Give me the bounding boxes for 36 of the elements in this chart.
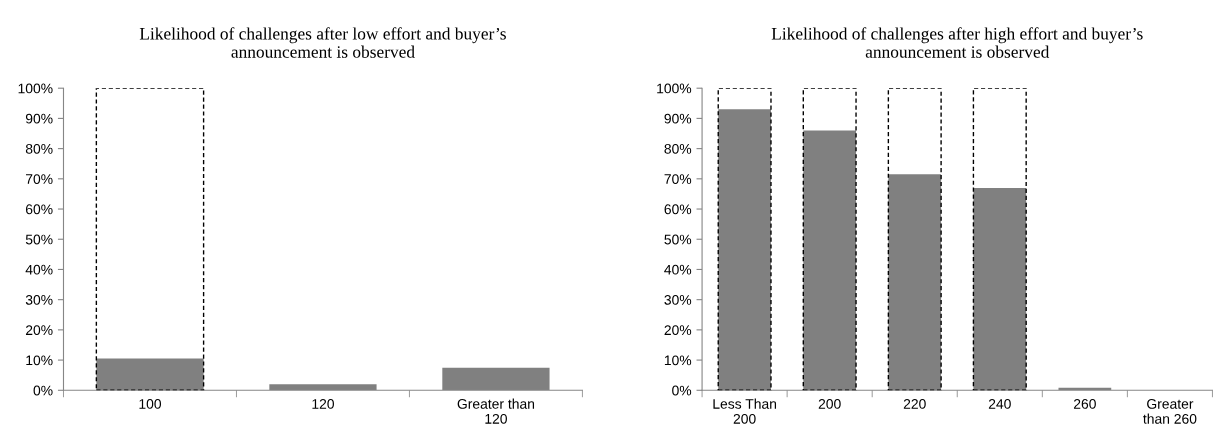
y-tick-label: 20% — [664, 325, 692, 336]
bar — [887, 88, 942, 391]
x-tick-label: 120 — [312, 398, 334, 409]
chart-title: Likelihood of challenges after low effort and buyer’s announcement is observed — [139, 27, 506, 58]
y-tick-label: 70% — [25, 174, 53, 184]
y-tick-label: 10% — [664, 355, 692, 366]
y-tick-label: 40% — [664, 264, 692, 275]
y-tick-label: 90% — [25, 113, 53, 124]
y-tick-label: 50% — [25, 234, 53, 245]
y-tick-label: 60% — [664, 204, 692, 215]
chart-title: Likelihood of challenges after high effort and buyer’s announcement is observed — [771, 27, 1143, 58]
y-tick-label: 100% — [657, 83, 692, 94]
bar — [972, 88, 1027, 391]
x-tick-label: 100 — [139, 398, 162, 409]
y-tick-label: 100% — [18, 83, 53, 94]
y-tick-label: 30% — [664, 294, 692, 305]
y-tick-label: 0% — [672, 385, 692, 396]
y-tick-label: 50% — [664, 234, 692, 245]
y-tick-label: 20% — [25, 325, 53, 336]
y-tick-label: 80% — [664, 143, 692, 154]
x-tick-label: 240 — [988, 398, 1011, 409]
x-tick-label: 260 — [1073, 398, 1096, 409]
y-tick-label: 30% — [25, 294, 53, 305]
y-tick-label: 70% — [664, 174, 692, 184]
bar — [802, 88, 857, 391]
x-tick-label: Less Than 200 — [713, 398, 777, 424]
x-tick-label: Greater than 120 — [457, 398, 535, 424]
y-tick-label: 80% — [25, 143, 53, 154]
y-tick-label: 10% — [26, 355, 53, 366]
y-tick-label: 0% — [33, 385, 53, 396]
x-tick-label: Greater than 260 — [1143, 398, 1197, 424]
x-tick-label: 220 — [903, 398, 926, 409]
y-tick-label: 60% — [25, 204, 53, 215]
y-tick-label: 90% — [664, 113, 692, 124]
y-tick-label: 40% — [25, 264, 53, 275]
x-tick-label: 200 — [818, 398, 841, 409]
